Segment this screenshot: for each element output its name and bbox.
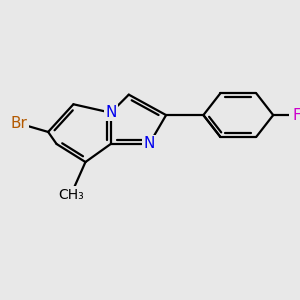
Text: N: N (143, 136, 155, 152)
Text: N: N (105, 105, 116, 120)
Text: CH₃: CH₃ (58, 188, 84, 202)
Text: F: F (293, 108, 300, 123)
Text: Br: Br (11, 116, 28, 131)
